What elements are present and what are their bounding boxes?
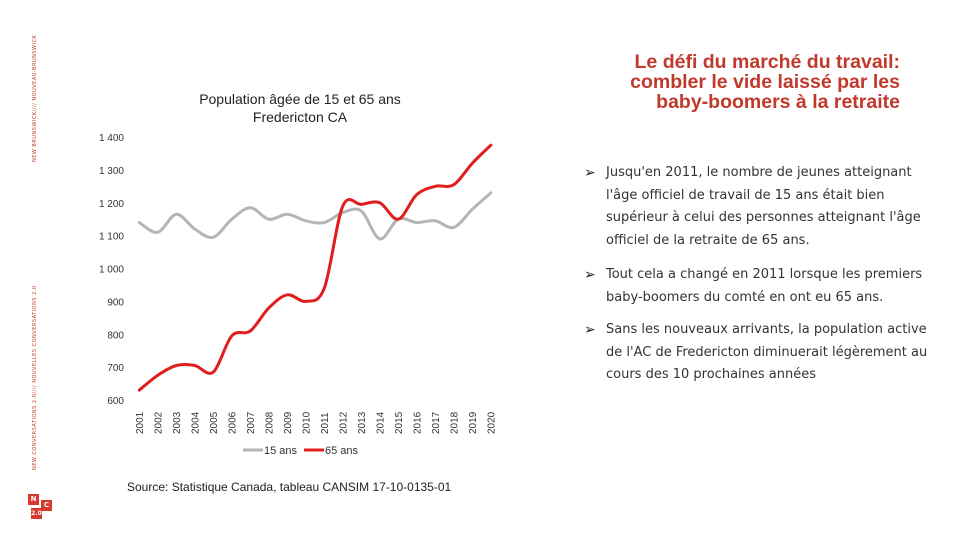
x-tick-label: 2005 [209, 411, 220, 434]
x-tick-label: 2016 [412, 411, 423, 434]
x-tick-label: 2003 [172, 411, 183, 434]
logo-letter-c: C [41, 500, 52, 511]
chart-series-lines [137, 143, 493, 392]
x-tick-label: 2002 [153, 411, 164, 434]
bullet-item-2: ➢ Tout cela a changé en 2011 lorsque les… [584, 264, 929, 309]
bullet-item-1: ➢ Jusqu'en 2011, le nombre de jeunes att… [584, 162, 929, 252]
chart-legend: 15 ans 65 ans [243, 445, 359, 457]
bullet-text-3: Sans les nouveaux arrivants, la populati… [606, 322, 928, 382]
x-tick-label: 2008 [264, 411, 275, 434]
logo-letter-n: N [28, 494, 39, 505]
bullet-list: ➢ Jusqu'en 2011, le nombre de jeunes att… [584, 162, 929, 387]
x-tick-label: 2018 [449, 411, 460, 434]
x-tick-label: 2017 [431, 411, 442, 434]
y-tick-label: 700 [107, 363, 124, 374]
source-note: Source: Statistique Canada, tableau CANS… [127, 480, 452, 494]
x-tick-label: 2020 [486, 411, 497, 434]
y-axis-ticks: 600 700 800 900 1 000 1 100 1 200 1 300 1 400 [99, 133, 124, 407]
x-tick-label: 2010 [301, 411, 312, 434]
x-tick-label: 2006 [227, 411, 238, 434]
series-line-65-ans [137, 143, 493, 392]
chart-title: Population âgée de 15 et 65 ans Frederic… [160, 90, 440, 126]
chart-subtitle-line: Fredericton CA [252, 109, 348, 125]
slide-title: Le défi du marché du travail: combler le… [560, 52, 900, 112]
bullet-text-1: Jusqu'en 2011, le nombre de jeunes attei… [606, 165, 921, 248]
x-tick-label: 2012 [338, 411, 349, 434]
legend-label: 65 ans [325, 445, 359, 457]
y-tick-label: 600 [107, 396, 124, 407]
arrow-bullet-icon: ➢ [584, 165, 596, 181]
logo-version: 2.0 [31, 508, 42, 519]
x-tick-label: 2019 [468, 411, 479, 434]
legend-label: 15 ans [264, 445, 298, 457]
arrow-bullet-icon: ➢ [584, 267, 596, 283]
x-tick-label: 2009 [283, 411, 294, 434]
y-tick-label: 1 000 [99, 265, 124, 276]
y-tick-label: 800 [107, 330, 124, 341]
x-axis-ticks: 2001 2002 2003 2004 2005 2006 2007 2008 2009 2010… [135, 411, 498, 434]
slide-title-line-3: baby-boomers à la retraite [656, 91, 900, 113]
arrow-bullet-icon: ➢ [584, 322, 596, 338]
slide-title-line-1: Le défi du marché du travail: [634, 51, 900, 73]
nc-logo: N C 2.0 [28, 494, 54, 520]
bullet-text-2: Tout cela a changé en 2011 lorsque les p… [606, 267, 923, 305]
y-tick-label: 1 400 [99, 133, 124, 144]
slide-title-line-2: combler le vide laissé par les [630, 71, 900, 93]
x-tick-label: 2007 [246, 411, 257, 434]
y-tick-label: 900 [107, 297, 124, 308]
x-tick-label: 2011 [320, 412, 331, 434]
x-tick-label: 2013 [357, 411, 368, 434]
y-tick-label: 1 300 [99, 166, 124, 177]
y-tick-label: 1 100 [99, 232, 124, 243]
bullet-item-3: ➢ Sans les nouveaux arrivants, la popula… [584, 319, 929, 387]
x-tick-label: 2004 [190, 411, 201, 434]
x-tick-label: 2001 [135, 411, 146, 434]
series-line-15-ans [137, 191, 493, 241]
chart-title-line: Population âgée de 15 et 65 ans [199, 91, 401, 107]
y-tick-label: 1 200 [99, 199, 124, 210]
x-tick-label: 2015 [394, 411, 405, 434]
x-tick-label: 2014 [375, 411, 386, 434]
